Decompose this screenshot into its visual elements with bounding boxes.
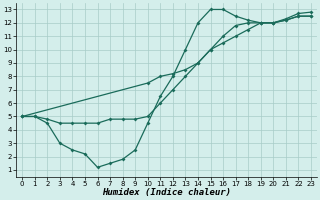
X-axis label: Humidex (Indice chaleur): Humidex (Indice chaleur) [102,188,231,197]
